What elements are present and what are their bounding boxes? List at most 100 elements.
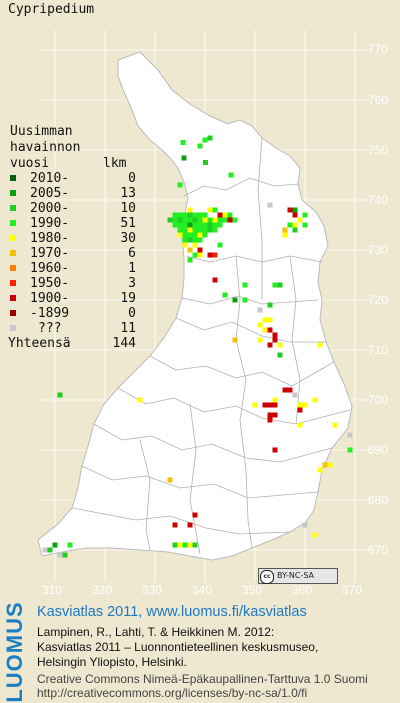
y-tick-label: 710 [368,343,389,357]
observation-square [177,182,183,188]
observation-square [267,327,273,333]
observation-square [292,392,298,398]
observation-square [197,247,203,253]
license-text: Creative Commons Nimeä-Epäkaupallinen-Ta… [37,672,368,686]
legend-swatch [10,220,16,226]
luomus-logo-text: LUOMUS [2,601,27,703]
legend-period: 1960- [30,261,70,276]
y-tick-label: 730 [368,243,389,257]
observation-square [202,212,208,218]
y-tick-label: 670 [368,543,389,557]
observation-square [272,282,278,288]
y-tick-label: 720 [368,293,389,307]
y-tick-label: 740 [368,193,389,207]
legend-count: 11 [120,321,136,336]
observation-square [177,222,183,228]
observation-square [197,227,203,233]
observation-square [52,542,58,548]
legend-total: Yhteensä 144 [8,336,136,351]
observation-square [187,542,193,548]
y-tick-label: 680 [368,493,389,507]
observation-square [192,542,198,548]
observation-square [222,292,228,298]
x-tick-label: 320 [92,583,113,597]
observation-square [207,135,213,141]
observation-square [180,140,186,145]
observation-square [167,217,173,223]
atlas-title-link[interactable]: Kasviatlas 2011, www.luomus.fi/kasviatla… [37,604,307,620]
observation-square [297,402,303,408]
legend-title-line-3: vuosi [10,156,50,171]
observation-square [317,342,323,348]
observation-square [302,212,308,218]
observation-square [187,257,193,263]
observation-square [232,217,238,223]
observation-square [197,217,203,223]
observation-square [272,412,278,418]
observation-square [257,337,263,343]
observation-square [192,227,198,233]
observation-square [322,462,328,468]
observation-square [57,552,63,558]
observation-square [212,252,218,258]
observation-square [212,217,218,223]
license-url-link[interactable]: http://creativecommons.org/licenses/by-n… [37,686,308,700]
legend-count: 19 [120,291,136,306]
luomus-logo: LUOMUS [2,601,28,703]
observation-square [267,417,273,423]
legend-swatch [10,175,16,181]
y-tick-label: 700 [368,393,389,407]
observation-square [172,222,178,228]
observation-square [297,407,303,413]
observation-square [222,217,228,223]
observation-square [212,222,218,228]
observation-square [177,217,183,223]
legend-period: 1970- [30,246,70,261]
observation-square [282,227,288,233]
legend-row: 2010- 0 [8,171,136,186]
legend-title-line-2: havainnon [10,140,81,155]
legend-period: 1980- [30,231,70,246]
observation-square [297,422,303,428]
legend-row: 1980- 30 [8,231,136,246]
observation-square [182,222,188,228]
legend-period: 1950- [30,276,70,291]
observation-square [292,227,298,233]
observation-square [187,227,193,233]
observation-square [262,327,268,333]
legend-period: 2010- [30,171,70,186]
cc-license-badge[interactable]: cc BY-NC-SA [258,568,338,584]
observation-square [262,402,268,408]
y-tick-label: 770 [368,42,389,56]
observation-square [181,155,187,161]
observation-square [267,317,273,323]
observation-square [197,212,203,218]
observation-square [187,207,193,213]
observation-square [312,532,318,538]
observation-square [197,232,203,238]
legend-period: 1990- [30,216,70,231]
observation-square [212,277,218,283]
observation-square [202,217,208,223]
observation-square [242,282,248,288]
legend-row: 1960- 1 [8,261,136,276]
legend-row: -1899 0 [8,306,136,321]
observation-square [212,207,218,213]
observation-square [172,542,178,548]
observation-square [192,242,198,248]
legend-swatch [10,190,16,196]
observation-square [182,237,188,243]
observation-square [207,227,213,233]
observation-square [207,207,213,213]
legend-count: 6 [128,246,136,261]
observation-square [172,217,178,223]
observation-square [187,232,193,238]
observation-points [42,135,353,558]
observation-square [197,222,203,228]
cc-badge-label: BY-NC-SA [277,571,315,580]
legend-swatch [10,205,16,211]
y-tick-label: 750 [368,143,389,157]
observation-square [312,397,318,403]
